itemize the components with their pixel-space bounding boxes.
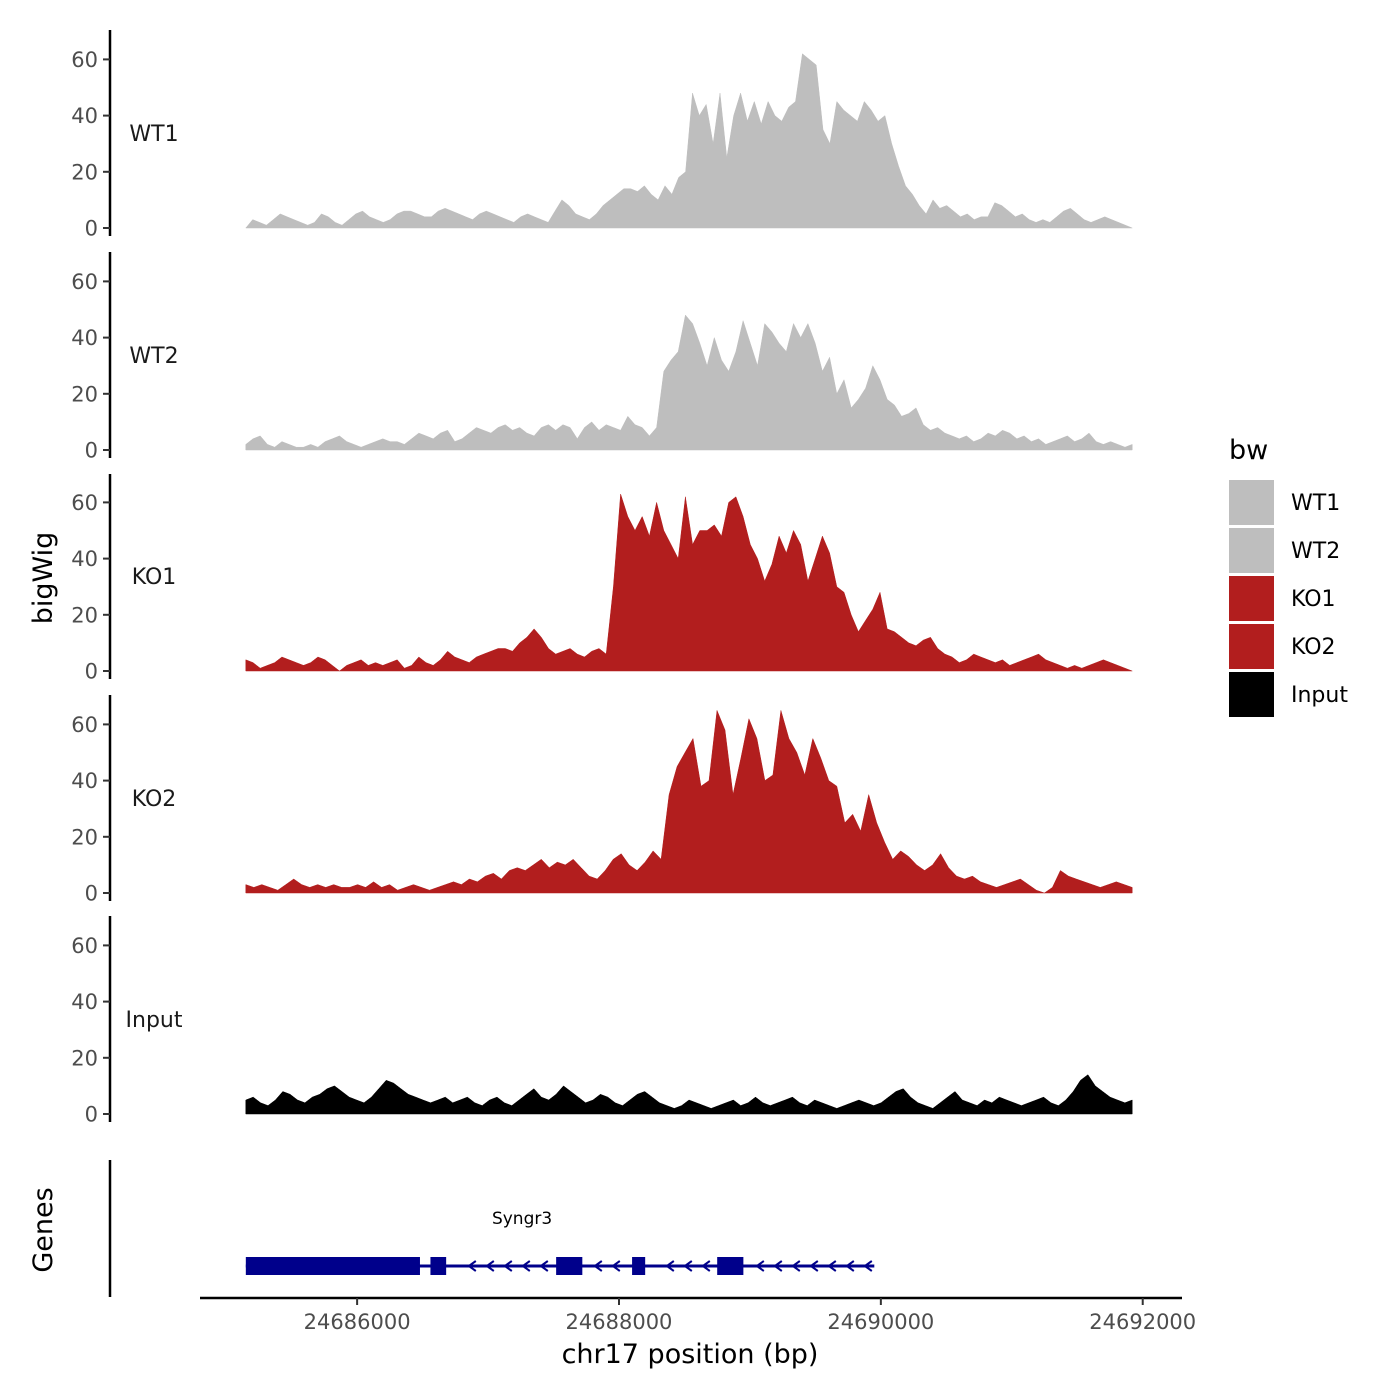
y-tick-label: 20 xyxy=(71,825,98,849)
legend-swatch-input xyxy=(1229,672,1274,717)
y-tick-label: 40 xyxy=(71,104,98,128)
track-input: 0 20 40 60 Input xyxy=(71,916,1133,1127)
y-tick-label: 60 xyxy=(71,270,98,294)
legend-swatch-wt1 xyxy=(1229,480,1274,525)
strand-arrow xyxy=(827,1260,837,1272)
gene-exon xyxy=(556,1257,583,1275)
y-tick-label: 0 xyxy=(85,1103,98,1127)
strand-arrow xyxy=(503,1260,513,1272)
gene-exon xyxy=(632,1257,646,1275)
legend-swatch-ko1 xyxy=(1229,576,1274,621)
y-tick-label: 40 xyxy=(71,326,98,350)
y-tick-label: 20 xyxy=(71,160,98,184)
strand-arrow xyxy=(539,1260,549,1272)
y-tick-label: 60 xyxy=(71,713,98,737)
y-tick-label: 20 xyxy=(71,1046,98,1070)
legend-label-wt1: WT1 xyxy=(1291,491,1340,516)
strand-arrow xyxy=(485,1260,495,1272)
strand-arrow xyxy=(809,1260,819,1272)
legend-title: bw xyxy=(1229,435,1268,466)
y-tick-label: 0 xyxy=(85,660,98,684)
y-tick-label: 0 xyxy=(85,439,98,463)
track-label-wt2: WT2 xyxy=(129,344,178,369)
y-axis-title: bigWig xyxy=(28,532,59,625)
track-ko2: 0 20 40 60 KO2 xyxy=(71,695,1133,906)
genes-panel-title: Genes xyxy=(28,1187,59,1272)
legend: WT1 WT2 KO1 KO2 Input xyxy=(1229,480,1348,717)
track-label-wt1: WT1 xyxy=(129,122,178,147)
x-axis-title: chr17 position (bp) xyxy=(562,1339,819,1370)
legend-swatch-wt2 xyxy=(1229,528,1274,573)
track-label-ko2: KO2 xyxy=(132,787,177,812)
track-label-ko1: KO1 xyxy=(132,565,177,590)
gene-name-label: Syngr3 xyxy=(492,1209,552,1229)
x-tick-label: 24688000 xyxy=(566,1310,673,1334)
x-axis: 24686000 24688000 24690000 24692000 xyxy=(200,1296,1196,1334)
gene-exon xyxy=(245,1257,420,1275)
strand-arrow xyxy=(755,1260,765,1272)
legend-label-ko2: KO2 xyxy=(1291,635,1336,660)
strand-arrow xyxy=(701,1260,711,1272)
y-tick-label: 60 xyxy=(71,48,98,72)
track-wt1: 0 20 40 60 WT1 xyxy=(71,30,1133,241)
strand-arrow xyxy=(521,1260,531,1272)
y-tick-label: 60 xyxy=(71,934,98,958)
coverage-area-wt1 xyxy=(245,53,1133,229)
track-label-input: Input xyxy=(126,1008,183,1033)
strand-arrow xyxy=(845,1260,855,1272)
x-tick-label: 24686000 xyxy=(304,1310,411,1334)
y-tick-label: 20 xyxy=(71,382,98,406)
gene-exon xyxy=(717,1257,744,1275)
y-tick-label: 20 xyxy=(71,603,98,627)
y-tick-label: 40 xyxy=(71,769,98,793)
legend-label-wt2: WT2 xyxy=(1291,539,1340,564)
coverage-area-input xyxy=(245,1074,1133,1115)
strand-arrow xyxy=(863,1260,873,1272)
x-tick-label: 24690000 xyxy=(827,1310,934,1334)
strand-arrow xyxy=(611,1260,621,1272)
strand-arrow xyxy=(593,1260,603,1272)
strand-arrow xyxy=(773,1260,783,1272)
gene-panel: Syngr3 xyxy=(108,1160,875,1297)
y-tick-label: 40 xyxy=(71,547,98,571)
y-tick-label: 40 xyxy=(71,990,98,1014)
y-tick-label: 0 xyxy=(85,882,98,906)
strand-arrow xyxy=(683,1260,693,1272)
coverage-area-wt2 xyxy=(245,314,1133,451)
coverage-area-ko2 xyxy=(245,710,1133,894)
y-tick-label: 60 xyxy=(71,491,98,515)
strand-arrow xyxy=(467,1260,477,1272)
strand-arrow xyxy=(665,1260,675,1272)
y-tick-label: 0 xyxy=(85,217,98,241)
strand-arrow xyxy=(791,1260,801,1272)
legend-label-input: Input xyxy=(1291,683,1348,708)
legend-label-ko1: KO1 xyxy=(1291,587,1336,612)
track-wt2: 0 20 40 60 WT2 xyxy=(71,252,1133,463)
x-tick-label: 24692000 xyxy=(1089,1310,1196,1334)
legend-swatch-ko2 xyxy=(1229,624,1274,669)
track-ko1: 0 20 40 60 KO1 xyxy=(71,474,1133,684)
gene-exon xyxy=(430,1257,447,1275)
coverage-area-ko1 xyxy=(245,493,1133,672)
tracks-group: 0 20 40 60 WT1 0 20 40 60 WT2 0 20 40 60 KO1 0 20 40 60 KO2… xyxy=(71,30,1133,1127)
